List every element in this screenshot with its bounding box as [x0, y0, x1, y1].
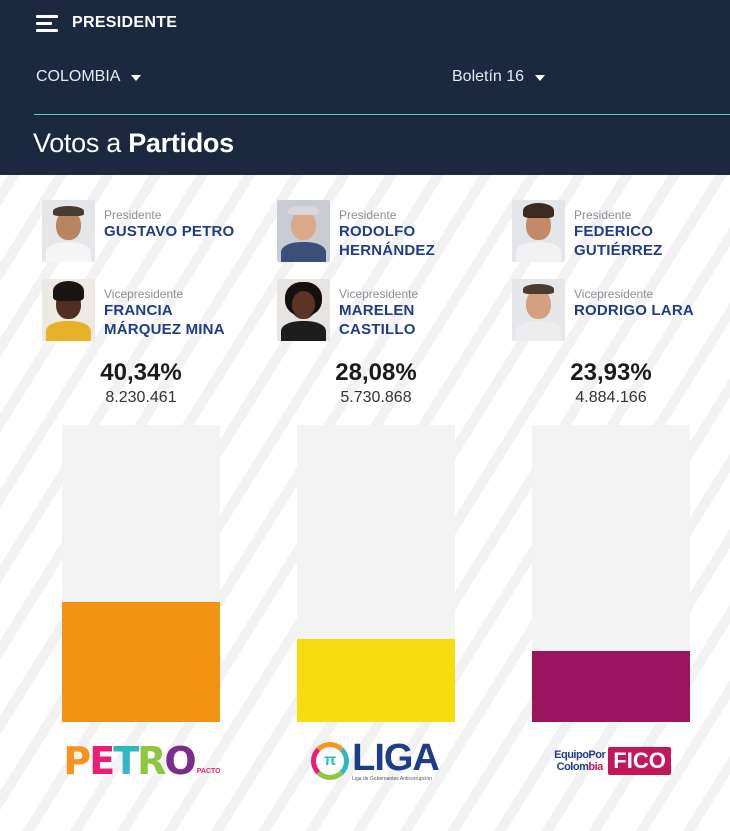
party-logo-text: PETRO [63, 739, 196, 783]
vote-count: 8.230.461 [105, 389, 177, 406]
bulletin-dropdown-label[interactable]: Boletín 16 [452, 68, 525, 85]
vote-bar [532, 650, 690, 722]
president-photo [512, 200, 565, 262]
vice-president-role: Vicepresidente [339, 287, 419, 301]
country-dropdown-label[interactable]: COLOMBIA [36, 68, 121, 85]
party-logo-line1: EquipoPor [554, 749, 606, 761]
section-title-bold: Partidos [128, 128, 234, 158]
president-card[interactable]: Presidente GUSTAVO PETRO [42, 200, 234, 262]
vote-percentage: 40,34% [100, 359, 182, 386]
party-logo-subtext: Liga de Gobernantes Anticorrupción [352, 776, 432, 782]
section-title-prefix: Votos a [33, 128, 121, 158]
pi-icon: π [311, 742, 350, 780]
party-logo-fico: EquipoPor Colombia FICO [545, 741, 680, 781]
vice-president-photo [42, 279, 95, 341]
president-role: Presidente [574, 208, 632, 222]
page-header: PRESIDENTE COLOMBIA Boletín 16 Votos a P… [0, 0, 730, 175]
vote-percentage: 23,93% [570, 359, 652, 386]
party-logo-line2: Colombia [556, 761, 604, 773]
vote-bar-track [532, 425, 690, 722]
vice-president-role: Vicepresidente [574, 287, 654, 301]
vice-president-card[interactable]: Vicepresidente RODRIGO LARA [512, 279, 694, 341]
vote-bar-track [62, 425, 220, 722]
menu-title[interactable]: PRESIDENTE [72, 14, 178, 31]
president-photo [277, 200, 330, 262]
vote-percentage: 28,08% [335, 359, 417, 386]
president-name: FEDERICO [574, 223, 654, 240]
president-name-line2: HERNÁNDEZ [339, 242, 435, 259]
party-logo-liga: π LIGA Liga de Gobernantes Anticorrupció… [310, 737, 440, 782]
president-name: GUSTAVO PETRO [104, 223, 235, 240]
section-title: Votos a Partidos [33, 128, 234, 159]
header-divider [34, 114, 730, 115]
vice-president-photo [512, 279, 565, 341]
vice-president-photo [277, 279, 330, 341]
party-logo-text: LIGA [352, 737, 440, 779]
vote-count: 4.884.166 [575, 389, 647, 406]
president-role: Presidente [339, 208, 397, 222]
candidate-column: Presidente FEDERICO GUTIÉRREZ Vicepresid… [470, 175, 705, 831]
vice-president-role: Vicepresidente [104, 287, 184, 301]
candidate-column: Presidente RODOLFO HERNÁNDEZ Vicepreside… [235, 175, 470, 831]
party-logo-text: FICO [608, 747, 671, 775]
vice-president-card[interactable]: Vicepresidente FRANCIA MÁRQUEZ MINA [42, 279, 225, 341]
vote-bar [62, 602, 220, 722]
menu-button[interactable]: PRESIDENTE [36, 12, 177, 34]
president-name: RODOLFO [339, 223, 416, 240]
vice-president-name: MARELEN [339, 302, 415, 319]
caret-down-icon[interactable] [535, 75, 546, 81]
party-logo-petro: PETRO PACTO [63, 739, 220, 783]
bulletin-dropdown[interactable]: Boletín 16 [452, 68, 546, 86]
vice-president-card[interactable]: Vicepresidente MARELEN CASTILLO [277, 279, 418, 341]
hamburger-icon[interactable] [36, 13, 58, 33]
president-card[interactable]: Presidente RODOLFO HERNÁNDEZ [277, 200, 435, 262]
vice-president-name: RODRIGO LARA [574, 302, 694, 319]
candidate-column: Presidente GUSTAVO PETRO Vicepresidente … [0, 175, 235, 831]
vice-president-name-line2: MÁRQUEZ MINA [104, 321, 225, 338]
country-dropdown[interactable]: COLOMBIA [36, 68, 142, 86]
vice-president-name-line2: CASTILLO [339, 321, 416, 338]
president-name-line2: GUTIÉRREZ [574, 242, 663, 259]
vice-president-name: FRANCIA [104, 302, 173, 319]
president-photo [42, 200, 95, 262]
vote-bar [297, 638, 455, 722]
party-logo-subtext: PACTO [196, 768, 221, 775]
vote-count: 5.730.868 [340, 389, 412, 406]
caret-down-icon[interactable] [131, 75, 142, 81]
results-panel: Presidente GUSTAVO PETRO Vicepresidente … [0, 175, 730, 831]
president-role: Presidente [104, 208, 162, 222]
president-card[interactable]: Presidente FEDERICO GUTIÉRREZ [512, 200, 662, 262]
vote-bar-track [297, 425, 455, 722]
